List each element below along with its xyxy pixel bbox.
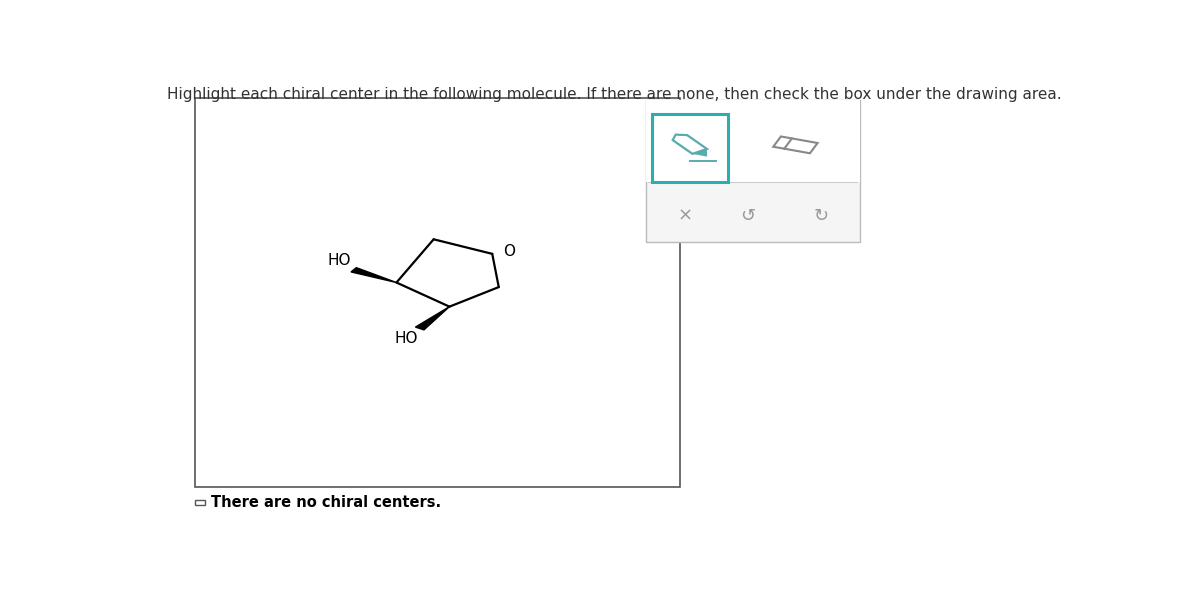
Bar (194, 500, 205, 505)
Bar (646, 100, 859, 183)
Bar (194, 98, 680, 488)
Polygon shape (352, 268, 396, 282)
Text: ×: × (677, 207, 692, 225)
Text: ↺: ↺ (740, 207, 756, 225)
Text: Highlight each chiral center in the following molecule. If there are none, then : Highlight each chiral center in the foll… (167, 87, 1061, 102)
Text: There are no chiral centers.: There are no chiral centers. (211, 495, 442, 510)
Text: O: O (504, 244, 516, 259)
Bar (653, 114, 728, 183)
Polygon shape (415, 307, 450, 330)
Text: HO: HO (395, 331, 418, 346)
Text: HO: HO (328, 253, 350, 268)
Text: ↻: ↻ (814, 207, 829, 225)
Polygon shape (692, 149, 707, 157)
Bar (646, 100, 859, 242)
